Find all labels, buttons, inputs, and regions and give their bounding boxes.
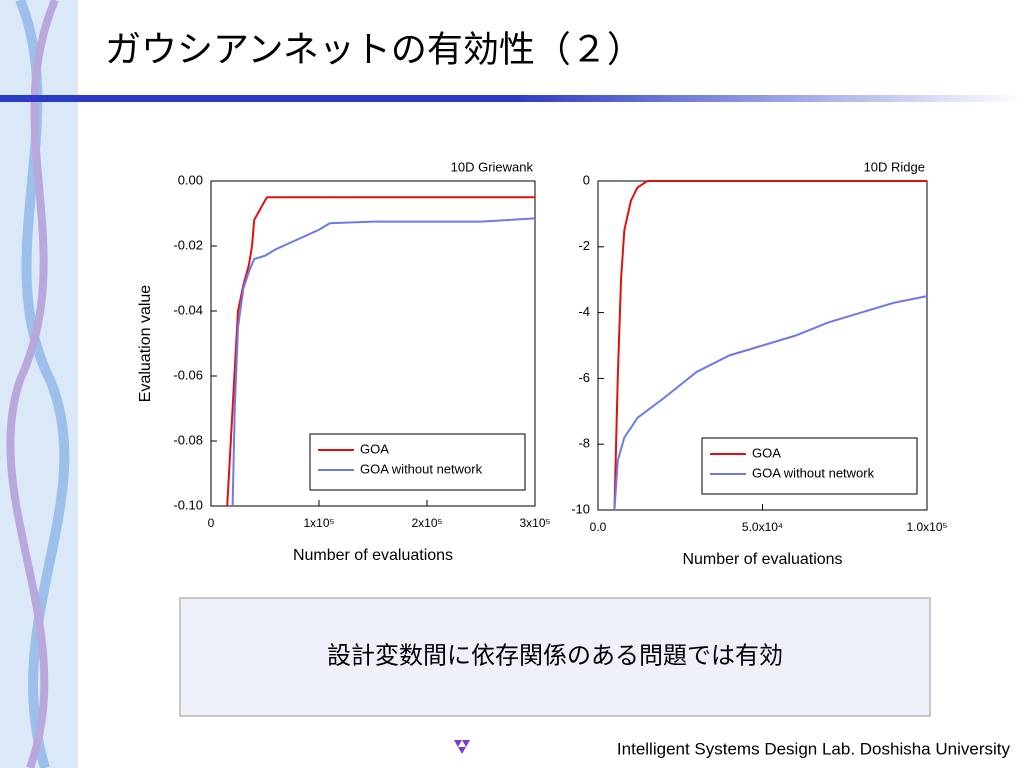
series-line: [613, 180, 927, 511]
y-tick-label: -0.10: [173, 497, 203, 512]
y-tick-label: -10: [571, 501, 590, 516]
x-tick-label: 0: [208, 516, 215, 530]
y-tick-label: -0.08: [173, 432, 203, 447]
x-tick-label: 2x10⁵: [412, 516, 443, 530]
y-tick-label: -0.04: [173, 302, 203, 317]
chart-title: 10D Griewank: [451, 159, 534, 174]
x-tick-label: 1.0x10⁵: [906, 520, 947, 534]
series-line: [226, 196, 535, 507]
y-tick-label: 0.00: [178, 172, 203, 187]
charts: 10D Griewank0.00-0.02-0.04-0.06-0.08-0.1…: [137, 159, 947, 568]
plot-frame: [210, 180, 536, 507]
x-tick-label: 5.0x10⁴: [742, 520, 783, 534]
chart-title: 10D Ridge: [864, 159, 925, 174]
series-line: [613, 295, 928, 511]
legend-box: [701, 437, 918, 495]
legend-label: GOA: [360, 441, 389, 456]
title-rule: [0, 95, 1024, 102]
helix: [6, 0, 59, 768]
y-axis-label: Evaluation value: [137, 285, 154, 403]
x-axis-label: Number of evaluations: [682, 551, 842, 568]
series-line: [231, 217, 536, 507]
legend-label: GOA without network: [752, 465, 875, 480]
y-tick-label: -2: [578, 238, 590, 253]
message: 設計変数間に依存関係のある問題では有効: [327, 642, 783, 669]
footer: Intelligent Systems Design Lab. Doshisha…: [617, 739, 1011, 758]
y-tick-label: -6: [578, 370, 590, 385]
y-tick-label: 0: [583, 172, 590, 187]
legend-label: GOA without network: [360, 461, 483, 476]
message-box: [179, 597, 931, 717]
legend-box: [309, 433, 526, 491]
y-tick-label: -0.02: [173, 237, 203, 252]
x-tick-label: 1x10⁵: [304, 516, 335, 530]
y-tick-label: -8: [578, 436, 590, 451]
x-tick-label: 3x10⁵: [520, 516, 551, 530]
x-axis-label: Number of evaluations: [293, 547, 453, 564]
y-tick-label: -4: [578, 304, 590, 319]
x-tick-label: 0.0: [590, 520, 607, 534]
slide-title: ガウシアンネットの有効性（２）: [105, 29, 643, 70]
legend-label: GOA: [752, 445, 781, 460]
logo: [454, 740, 470, 754]
y-tick-label: -0.06: [173, 367, 203, 382]
